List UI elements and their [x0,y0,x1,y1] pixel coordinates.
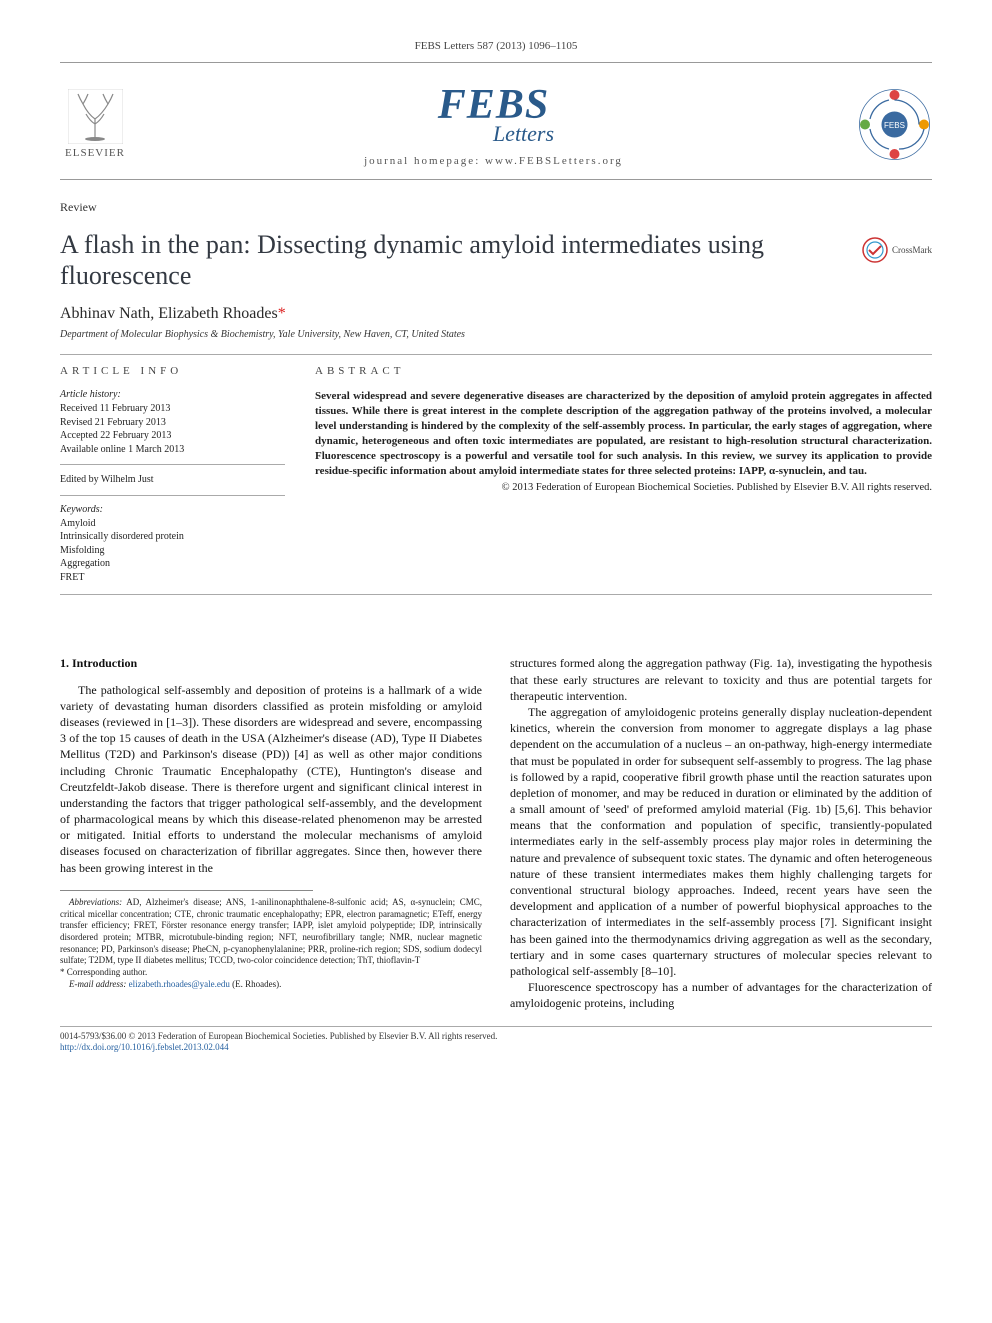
corresponding-marker: * [278,305,286,322]
abstract-column: ABSTRACT Several widespread and severe d… [315,365,932,584]
email-suffix: (E. Rhoades). [230,979,282,989]
article-title: A flash in the pan: Dissecting dynamic a… [60,229,862,291]
svg-text:FEBS: FEBS [884,121,905,130]
abstract-label: ABSTRACT [315,365,932,377]
keyword: Misfolding [60,544,285,558]
keyword: Aggregation [60,557,285,571]
homepage-label: journal homepage: [364,155,480,167]
body-text: 1. Introduction The pathological self-as… [60,655,932,1011]
society-logo[interactable]: FEBS [857,87,932,162]
homepage-url[interactable]: www.FEBSLetters.org [485,155,623,167]
elsevier-tree-icon [68,89,123,144]
keywords-label: Keywords: [60,504,285,515]
febs-title-sub: Letters [493,121,554,147]
febs-society-icon: FEBS [857,87,932,162]
authors: Abhinav Nath, Elizabeth Rhoades [60,305,278,322]
abstract-text: Several widespread and severe degenerati… [315,389,932,478]
email-label: E-mail address: [69,979,126,989]
crossmark-icon [862,237,888,263]
footer-doi[interactable]: http://dx.doi.org/10.1016/j.febslet.2013… [60,1042,932,1054]
history-label: Article history: [60,389,285,400]
body-paragraph: The aggregation of amyloidogenic protein… [510,704,932,979]
page-footer: 0014-5793/$36.00 © 2013 Federation of Eu… [60,1026,932,1054]
body-paragraph: Fluorescence spectroscopy has a number o… [510,979,932,1011]
elsevier-name: ELSEVIER [65,147,125,159]
body-column-right: structures formed along the aggregation … [510,655,932,1011]
affiliation: Department of Molecular Biophysics & Bio… [60,329,932,340]
keyword: Amyloid [60,517,285,531]
article-type: Review [60,200,932,215]
section-heading: 1. Introduction [60,655,482,671]
email-footnote: E-mail address: elizabeth.rhoades@yale.e… [60,979,482,991]
keyword: Intrinsically disordered protein [60,530,285,544]
footer-copyright: 0014-5793/$36.00 © 2013 Federation of Eu… [60,1031,932,1043]
elsevier-logo[interactable]: ELSEVIER [60,84,130,164]
body-paragraph: The pathological self-assembly and depos… [60,682,482,876]
journal-logo: FEBS Letters journal homepage: www.FEBSL… [130,81,857,167]
crossmark-badge[interactable]: CrossMark [862,237,932,263]
keyword: FRET [60,571,285,585]
footnote-divider [60,890,313,891]
crossmark-label: CrossMark [892,245,932,255]
journal-citation: FEBS Letters 587 (2013) 1096–1105 [60,40,932,52]
body-column-left: 1. Introduction The pathological self-as… [60,655,482,1011]
body-paragraph: structures formed along the aggregation … [510,655,932,704]
history-online: Available online 1 March 2013 [60,443,285,457]
history-received: Received 11 February 2013 [60,402,285,416]
history-revised: Revised 21 February 2013 [60,416,285,430]
history-accepted: Accepted 22 February 2013 [60,429,285,443]
article-info-column: ARTICLE INFO Article history: Received 1… [60,365,285,584]
email-link[interactable]: elizabeth.rhoades@yale.edu [129,979,230,989]
abbrev-label: Abbreviations: [69,897,122,907]
editor-line: Edited by Wilhelm Just [60,473,285,487]
abbreviations-footnote: Abbreviations: AD, Alzheimer's disease; … [60,897,482,967]
abbrev-text: AD, Alzheimer's disease; ANS, 1-anilinon… [60,897,482,965]
divider [60,354,932,355]
divider [60,594,932,595]
journal-banner: ELSEVIER FEBS Letters journal homepage: … [60,62,932,180]
abstract-copyright: © 2013 Federation of European Biochemica… [315,482,932,493]
corresponding-footnote: * Corresponding author. [60,967,482,979]
article-info-label: ARTICLE INFO [60,365,285,377]
